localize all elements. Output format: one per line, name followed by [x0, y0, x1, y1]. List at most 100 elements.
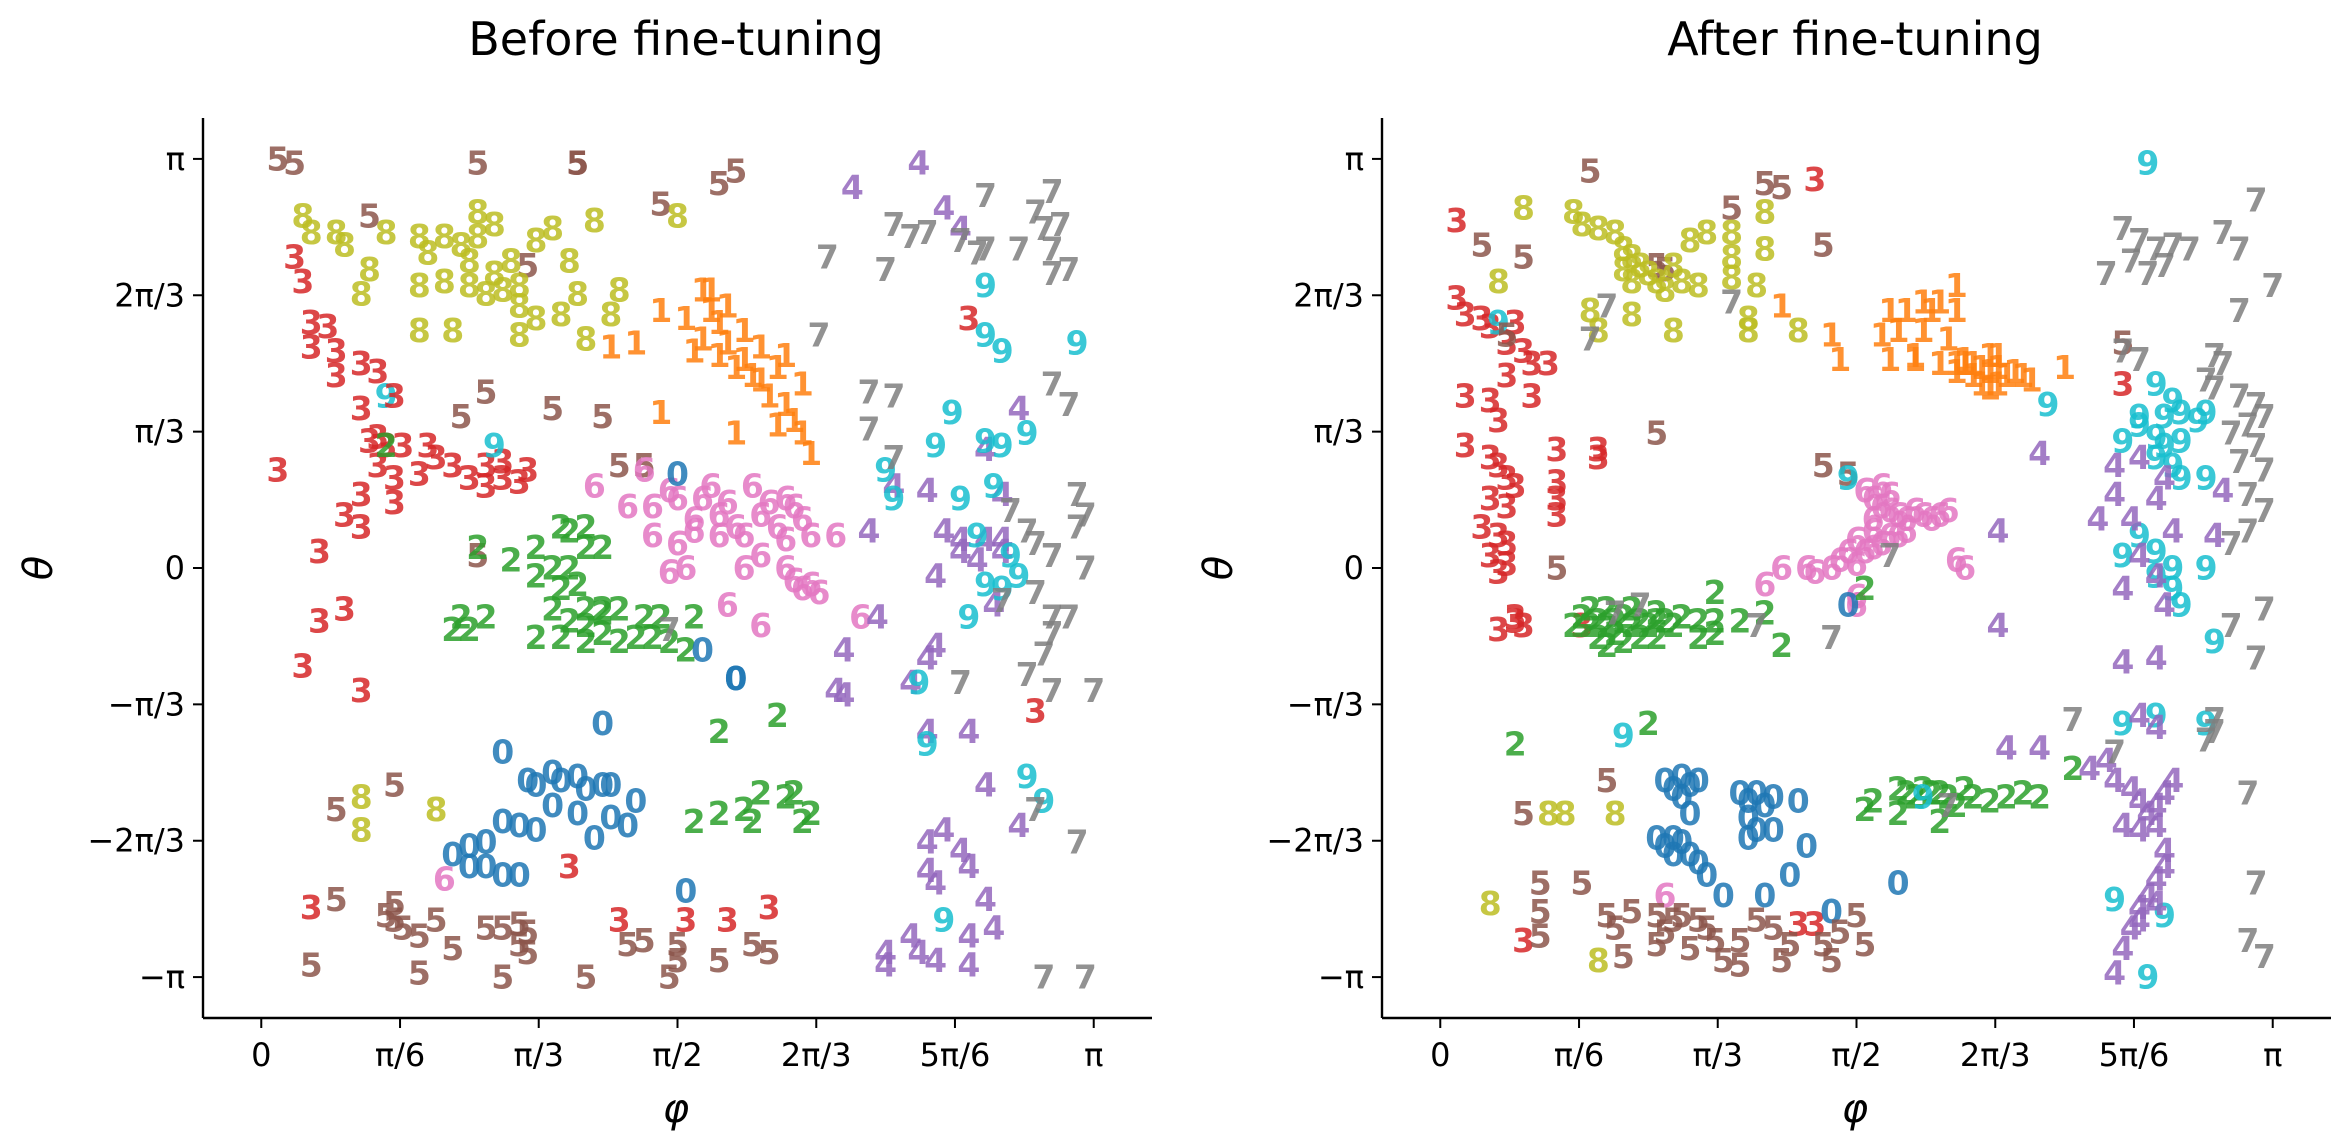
data-point-7: 7	[2228, 442, 2251, 481]
data-point-7: 7	[2111, 209, 2134, 248]
data-point-5: 5	[541, 389, 564, 428]
data-point-6: 6	[1937, 491, 1960, 530]
data-point-6: 6	[666, 479, 689, 518]
data-point-2: 2	[550, 569, 573, 608]
data-point-1: 1	[1995, 356, 2018, 395]
data-point-2: 2	[799, 794, 822, 833]
data-point-9: 9	[1032, 782, 1055, 821]
data-point-1: 1	[624, 324, 647, 363]
data-point-7: 7	[2245, 180, 2268, 219]
data-point-4: 4	[991, 532, 1014, 571]
data-point-8: 8	[1579, 291, 1602, 330]
data-point-0: 0	[491, 733, 514, 772]
data-point-3: 3	[350, 508, 373, 547]
data-point-3: 3	[608, 900, 631, 939]
data-point-2: 2	[1928, 774, 1951, 813]
data-point-4: 4	[2120, 769, 2143, 808]
data-point-5: 5	[266, 139, 289, 178]
data-point-7: 7	[2236, 921, 2259, 960]
data-point-5: 5	[1820, 941, 1843, 980]
data-point-4: 4	[2128, 810, 2151, 849]
data-point-0: 0	[1837, 585, 1860, 624]
data-point-2: 2	[1670, 598, 1693, 637]
x-axis-label: φ	[1842, 1086, 1868, 1132]
data-point-7: 7	[808, 315, 831, 354]
data-point-9: 9	[991, 426, 1014, 465]
data-point-3: 3	[957, 299, 980, 338]
data-point-2: 2	[1637, 704, 1660, 743]
data-point-0: 0	[508, 855, 531, 894]
data-point-4: 4	[916, 823, 939, 862]
data-point-6: 6	[783, 487, 806, 526]
data-point-2: 2	[1587, 602, 1610, 641]
data-point-1: 1	[733, 311, 756, 350]
data-point-1: 1	[1945, 352, 1968, 391]
data-point-3: 3	[1487, 446, 1510, 485]
data-point-2: 2	[500, 540, 523, 579]
data-point-2: 2	[1604, 602, 1627, 641]
data-point-7: 7	[1057, 598, 1080, 637]
data-point-3: 3	[308, 602, 331, 641]
data-point-3: 3	[516, 450, 539, 489]
data-point-7: 7	[974, 229, 997, 268]
data-point-9: 9	[2145, 364, 2168, 403]
data-point-7: 7	[2245, 385, 2268, 424]
data-point-2: 2	[550, 508, 573, 547]
data-point-6: 6	[1928, 495, 1951, 534]
data-point-5: 5	[566, 144, 589, 183]
data-point-1: 1	[724, 414, 747, 453]
data-point-7: 7	[1937, 786, 1960, 825]
data-point-3: 3	[491, 459, 514, 498]
data-point-8: 8	[1679, 221, 1702, 260]
data-point-8: 8	[1562, 193, 1585, 232]
x-tick-label: π/3	[1693, 1036, 1743, 1074]
data-point-5: 5	[425, 900, 448, 939]
data-point-7: 7	[1041, 536, 1064, 575]
data-point-5: 5	[724, 152, 747, 191]
data-point-5: 5	[408, 954, 431, 993]
data-point-3: 3	[383, 377, 406, 416]
data-point-4: 4	[974, 520, 997, 559]
data-point-2: 2	[1645, 594, 1668, 633]
data-point-1: 1	[1945, 291, 1968, 330]
data-point-3: 3	[300, 888, 323, 927]
chart-title: After fine-tuning	[1667, 12, 2043, 66]
data-point-7: 7	[2178, 229, 2201, 268]
data-point-5: 5	[391, 909, 414, 948]
data-point-9: 9	[2161, 381, 2184, 420]
data-point-6: 6	[666, 524, 689, 563]
data-point-8: 8	[1645, 262, 1668, 301]
data-point-1: 1	[1953, 340, 1976, 379]
data-point-3: 3	[1570, 606, 1593, 645]
data-point-0: 0	[591, 765, 614, 804]
data-point-4: 4	[916, 471, 939, 510]
data-point-6: 6	[1770, 549, 1793, 588]
data-point-0: 0	[525, 765, 548, 804]
data-point-7: 7	[1629, 585, 1652, 624]
data-point-3: 3	[391, 426, 414, 465]
data-point-7: 7	[1074, 549, 1097, 588]
data-point-1: 1	[766, 405, 789, 444]
data-point-3: 3	[1487, 553, 1510, 592]
data-point-3: 3	[316, 307, 339, 346]
data-point-7: 7	[816, 238, 839, 277]
data-point-4: 4	[858, 512, 881, 551]
data-point-6: 6	[1820, 549, 1843, 588]
data-point-3: 3	[1470, 299, 1493, 338]
data-point-7: 7	[2220, 606, 2243, 645]
data-point-1: 1	[1878, 340, 1901, 379]
data-point-4: 4	[991, 475, 1014, 514]
data-point-7: 7	[2228, 291, 2251, 330]
data-point-7: 7	[916, 213, 939, 252]
data-point-0: 0	[475, 823, 498, 862]
data-point-7: 7	[2203, 700, 2226, 739]
data-point-4: 4	[2136, 876, 2159, 915]
data-point-3: 3	[508, 463, 531, 502]
data-point-4: 4	[833, 630, 856, 669]
y-tick-label: −2π/3	[87, 822, 185, 860]
data-point-5: 5	[574, 958, 597, 997]
data-point-2: 2	[1504, 724, 1527, 763]
x-tick-label: 0	[1430, 1036, 1450, 1074]
data-point-4: 4	[974, 430, 997, 469]
data-point-5: 5	[608, 446, 631, 485]
